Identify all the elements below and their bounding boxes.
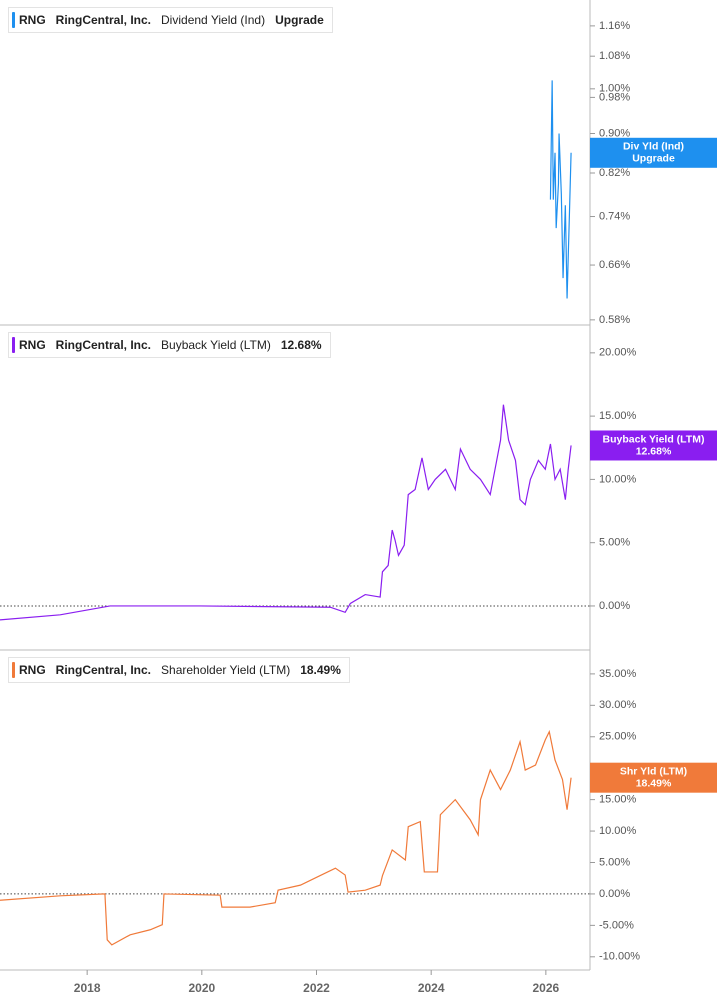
series-line — [0, 404, 572, 621]
y-tick-label: 15.00% — [599, 794, 637, 806]
y-tick-label: 15.00% — [599, 410, 637, 422]
y-tick-label: 0.82% — [599, 167, 630, 179]
company: RingCentral, Inc. — [55, 13, 152, 27]
current-label: 18.49% — [300, 663, 341, 677]
series-name: Buyback Yield (LTM) — [161, 338, 271, 352]
y-tick-label: 1.00% — [599, 83, 630, 95]
x-tick-label: 2022 — [303, 981, 330, 995]
legend-color — [12, 337, 15, 353]
y-tick-label: 10.00% — [599, 473, 637, 485]
y-tick-label: 1.16% — [599, 20, 630, 32]
y-tick-label: 0.58% — [599, 314, 630, 326]
y-tick-label: 25.00% — [599, 731, 637, 743]
current-value-name: Buyback Yield (LTM) — [603, 433, 705, 445]
y-tick-label: -5.00% — [599, 919, 634, 931]
ticker: RNG — [19, 13, 46, 27]
legend: RNG RingCentral, Inc. Dividend Yield (Ind)… — [8, 7, 333, 33]
y-tick-label: 0.00% — [599, 888, 630, 900]
y-tick-label: 20.00% — [599, 347, 637, 359]
y-tick-label: 35.00% — [599, 668, 637, 680]
y-tick-label: 0.74% — [599, 210, 630, 222]
current-value-box — [590, 430, 717, 461]
current-value-label: 18.49% — [636, 777, 672, 789]
ticker: RNG — [19, 338, 46, 352]
y-tick-label: 10.00% — [599, 825, 637, 837]
legend-color — [12, 662, 15, 678]
current-value-box — [590, 762, 717, 793]
y-tick-label: -10.00% — [599, 951, 640, 963]
y-tick-label: 0.66% — [599, 259, 630, 271]
current-value-label: 12.68% — [636, 445, 672, 457]
y-tick-label: 5.00% — [599, 856, 630, 868]
legend: RNG RingCentral, Inc. Buyback Yield (LTM) 1… — [8, 332, 331, 358]
y-tick-label: 0.98% — [599, 91, 630, 103]
y-tick-label: 0.90% — [599, 127, 630, 139]
current-value-name: Div Yld (Ind) — [623, 141, 684, 153]
series-name: Dividend Yield (Ind) — [161, 13, 266, 27]
y-tick-label: 1.08% — [599, 50, 630, 62]
series-line — [549, 80, 572, 299]
current-value-box — [590, 137, 717, 168]
x-tick-label: 2018 — [74, 981, 101, 995]
current-label: Upgrade — [275, 13, 324, 27]
x-tick-label: 2020 — [188, 981, 215, 995]
x-tick-label: 2026 — [532, 981, 559, 995]
series-line — [0, 729, 572, 946]
current-label: 12.68% — [280, 338, 322, 352]
y-tick-label: 0.00% — [599, 600, 630, 612]
current-value-label: Upgrade — [632, 153, 675, 165]
legend-color — [12, 12, 15, 28]
x-tick-label: 2024 — [418, 981, 445, 995]
company: RingCentral, Inc. — [55, 338, 152, 352]
y-tick-label: 30.00% — [599, 699, 637, 711]
y-tick-label: 5.00% — [599, 537, 630, 549]
company: RingCentral, Inc. — [55, 663, 152, 677]
series-name: Shareholder Yield (LTM) — [161, 663, 291, 677]
current-value-name: Shr Yld (LTM) — [620, 765, 687, 777]
ticker: RNG — [19, 663, 46, 677]
legend: RNG RingCentral, Inc. Shareholder Yield (L… — [8, 657, 350, 683]
